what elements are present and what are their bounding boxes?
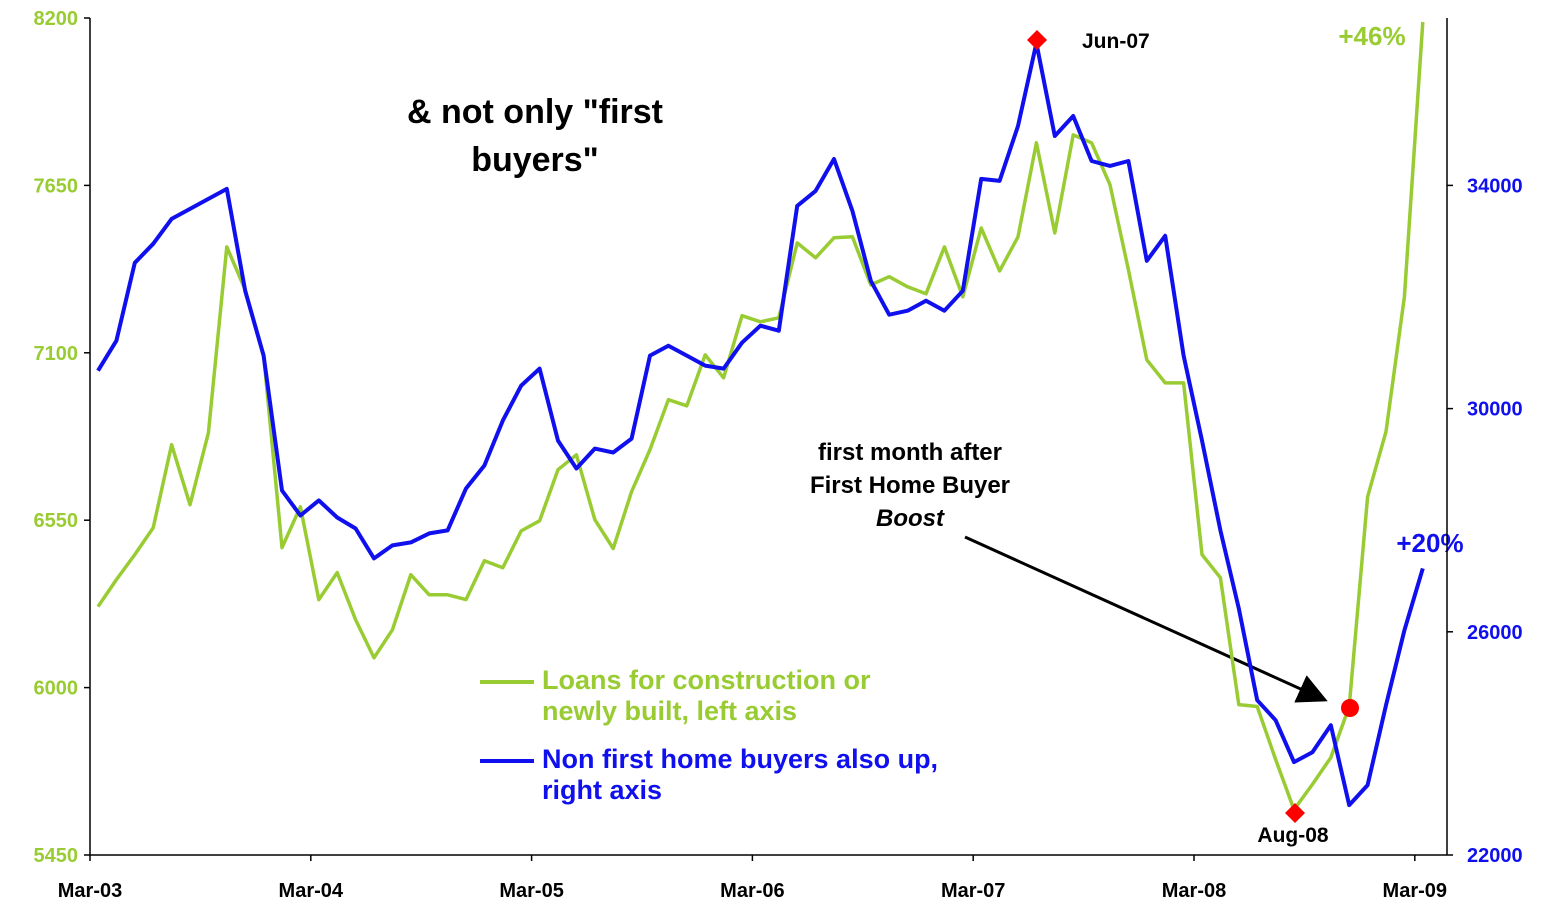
legend: Loans for construction or newly built, l… — [480, 665, 950, 823]
legend-item: Loans for construction or newly built, l… — [480, 665, 950, 727]
y2-tick-label: 34000 — [1467, 175, 1523, 197]
note-line: first month after — [817, 439, 1002, 466]
x-tick-label: Mar-04 — [279, 880, 344, 902]
legend-label: Non first home buyers also up, right axi… — [542, 744, 939, 805]
annotation: +46% — [1338, 21, 1405, 51]
x-tick-label: Mar-06 — [720, 880, 784, 902]
x-tick-label: Mar-03 — [58, 880, 122, 902]
x-tick-label: Mar-07 — [941, 880, 1005, 902]
x-tick-label: Mar-09 — [1383, 880, 1447, 902]
marker — [1341, 699, 1359, 717]
y-tick-label: 6550 — [34, 510, 79, 532]
marker — [1285, 803, 1305, 823]
y-tick-label: 6000 — [34, 678, 79, 700]
legend-item: Non first home buyers also up, right axi… — [480, 744, 950, 806]
marker — [1027, 30, 1047, 50]
annotation: +20% — [1396, 528, 1463, 558]
note: first month after First Home Buyer Boost — [760, 436, 1060, 535]
y2-tick-label: 30000 — [1467, 399, 1523, 421]
x-tick-label: Mar-08 — [1162, 880, 1226, 902]
annotation: Aug-08 — [1257, 824, 1328, 847]
legend-swatch — [480, 680, 534, 684]
legend-swatch — [480, 759, 534, 763]
arrow — [964, 535, 1328, 703]
x-tick-label: Mar-05 — [499, 880, 563, 902]
y-tick-label: 5450 — [34, 845, 79, 867]
y2-tick-label: 22000 — [1467, 845, 1523, 867]
y-tick-label: 8200 — [34, 8, 79, 30]
legend-label: Loans for construction or newly built, l… — [542, 665, 871, 726]
chart-title: & not only "first buyers" — [407, 93, 663, 179]
note-line: First Home Buyer — [809, 472, 1011, 499]
line-series — [96, 21, 1425, 812]
line-series — [96, 41, 1425, 808]
note-line: Boost — [876, 505, 944, 532]
y2-tick-label: 26000 — [1467, 622, 1523, 644]
annotation: Jun-07 — [1082, 30, 1150, 53]
y-tick-label: 7100 — [34, 343, 79, 365]
y-tick-label: 7650 — [34, 175, 79, 197]
